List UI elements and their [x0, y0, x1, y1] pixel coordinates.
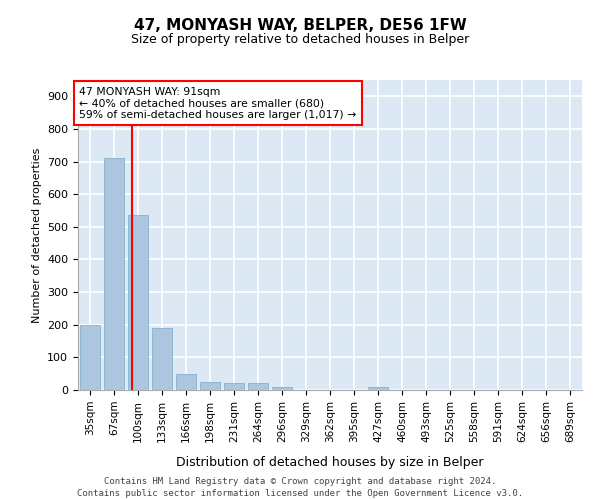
- Bar: [224, 383, 244, 390]
- Text: Size of property relative to detached houses in Belper: Size of property relative to detached ho…: [131, 32, 469, 46]
- Bar: [80, 324, 100, 390]
- Bar: [200, 382, 220, 390]
- Bar: [248, 384, 268, 390]
- Bar: [176, 374, 196, 390]
- Text: 47 MONYASH WAY: 91sqm
← 40% of detached houses are smaller (680)
59% of semi-det: 47 MONYASH WAY: 91sqm ← 40% of detached …: [79, 86, 356, 120]
- Bar: [368, 388, 388, 390]
- Bar: [128, 216, 148, 390]
- Bar: [104, 158, 124, 390]
- Y-axis label: Number of detached properties: Number of detached properties: [32, 148, 41, 322]
- X-axis label: Distribution of detached houses by size in Belper: Distribution of detached houses by size …: [176, 456, 484, 468]
- Bar: [272, 386, 292, 390]
- Text: Contains HM Land Registry data © Crown copyright and database right 2024.
Contai: Contains HM Land Registry data © Crown c…: [77, 476, 523, 498]
- Bar: [152, 328, 172, 390]
- Text: 47, MONYASH WAY, BELPER, DE56 1FW: 47, MONYASH WAY, BELPER, DE56 1FW: [134, 18, 466, 32]
